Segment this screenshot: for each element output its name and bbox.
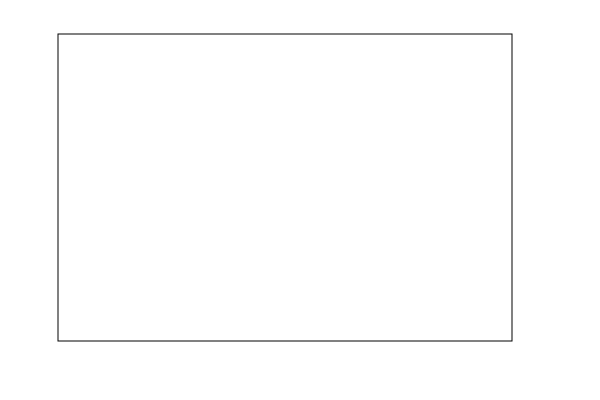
plot-frame bbox=[57, 33, 513, 342]
